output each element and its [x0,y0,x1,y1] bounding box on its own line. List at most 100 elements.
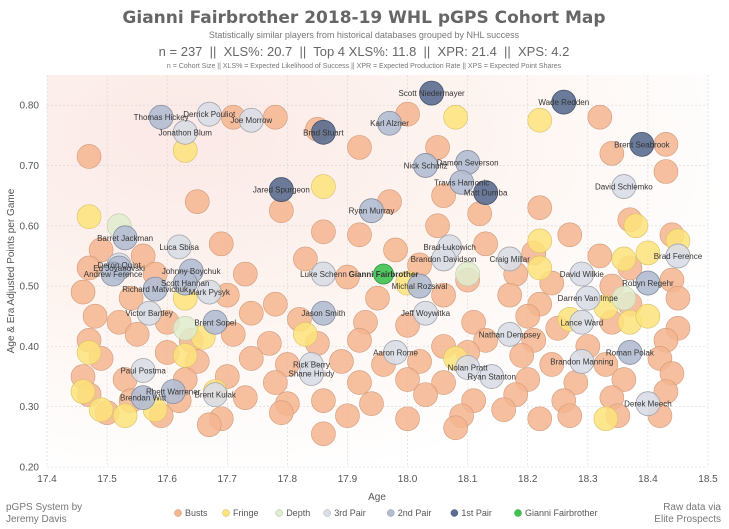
cohort-point [431,183,456,208]
cohort-point [527,107,553,133]
cohort-point [172,315,198,341]
player-point [497,246,523,272]
cohort-point [527,406,553,432]
player-label: Thomas Hickey [134,113,189,122]
player-label: Jeff Woywitka [401,309,451,318]
player-label: Robyn Regehr [622,279,674,288]
cohort-point [413,382,438,407]
cohort-point [130,243,156,269]
legend-swatch [514,509,522,517]
player-label: David Wilkie [560,270,605,279]
player-label: Nick Schultz [404,161,448,170]
cohort-point [431,282,456,308]
player-label: Lance Ward [560,318,603,327]
legend-swatch [222,509,230,517]
player-point [196,279,222,305]
player-label: Matt Dumba [464,189,508,198]
player-point [196,101,222,127]
player-label: Damon Severson [437,158,499,167]
x-tick-label: 18.2 [518,474,538,485]
player-point [166,234,192,260]
player-label: Barret Jackman [97,234,153,243]
player-point [569,309,595,335]
player-label: Ed Jovanovski [93,264,145,273]
cohort-point [527,255,553,281]
player-label: Darren Van Impe [558,294,619,303]
cohort-point [557,222,583,248]
cohort-point [88,397,114,423]
player-point [373,263,394,285]
chart-title: Gianni Fairbrother 2018-19 WHL pGPS Coho… [122,8,605,28]
player-label: Wade Redden [538,98,589,107]
player-point [611,174,637,199]
player-label: Travis Hamonic [434,178,489,187]
player-point [455,355,481,380]
x-tick-label: 17.9 [338,474,358,485]
cohort-point [263,291,288,317]
cohort-point [539,352,565,377]
player-point [142,276,168,302]
player-point [311,300,336,326]
player-label: Deron Quint [98,261,142,270]
cohort-point [359,391,384,416]
cohort-point [269,400,294,426]
x-tick-label: 17.4 [37,474,57,485]
legend-swatch [450,509,459,517]
cohort-point [335,264,360,290]
cohort-point [76,340,102,365]
player-point [635,270,661,296]
cohort-point [665,285,691,311]
player-point [172,270,198,296]
cohort-point [293,322,318,347]
cohort-point [257,331,282,356]
player-label: Brendan Witt [120,394,167,403]
player-point [202,382,228,408]
cohort-point [70,379,96,404]
cohort-point [293,246,318,272]
legend-label: Busts [185,508,208,518]
cohort-point [431,370,456,395]
player-point [419,80,444,106]
player-point [413,300,438,326]
player-label: Brandon Davidson [411,255,477,264]
x-tick-labels: 17.4 17.5 17.6 17.7 17.8 17.9 18.0 18.1 18.2 18.3… [37,474,718,485]
player-label: Brent Kulak [195,391,237,400]
player-point [311,119,336,145]
player-label: Gianni Fairbrother [349,270,419,279]
cohort-point [515,303,541,329]
cohort-point [425,213,450,239]
cohort-point [383,237,408,263]
cohort-point [311,421,336,447]
cohort-point [461,309,486,335]
cohort-point [599,141,625,166]
player-point [407,273,432,299]
cohort-point [172,343,198,368]
player-point [383,340,408,365]
x-tick-label: 17.8 [278,474,298,485]
cohort-point [557,403,583,429]
cohort-point [443,415,468,441]
cohort-point [653,379,679,404]
player-point [497,321,523,347]
cohort-point [239,300,264,326]
x-tick-label: 18.5 [698,474,718,485]
cohort-point [70,279,96,305]
cohort-point [196,412,222,438]
cohort-point [407,349,432,374]
y-tick-label: 0.20 [20,463,40,474]
cohort-point [184,189,210,214]
player-point [136,300,162,326]
legend-swatch [387,509,395,517]
legend-swatch [275,509,283,517]
player-point [449,169,475,195]
cohort-point [455,261,480,287]
cohort-point [497,282,523,308]
cohort-point [395,367,420,392]
cohort-point [653,159,679,184]
cohort-point [491,397,516,423]
cohort-point [329,349,354,374]
cohort-point [311,219,336,245]
player-point [551,89,577,115]
player-label: Craig Millar [489,255,530,264]
player-label: Luke Schenn [300,270,347,279]
